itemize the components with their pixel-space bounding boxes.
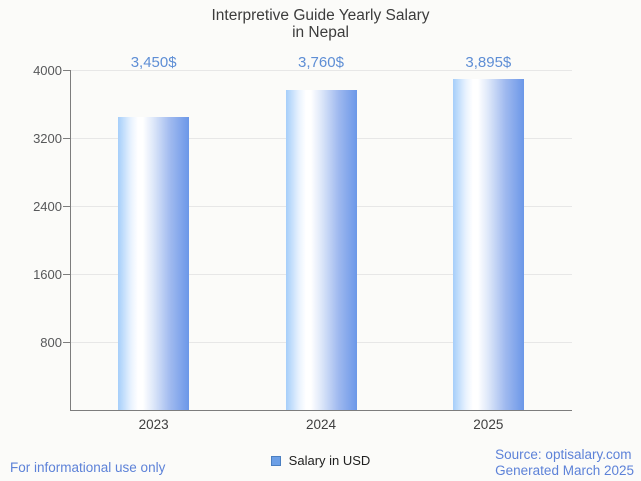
y-axis-tick xyxy=(63,342,70,343)
disclaimer-text: For informational use only xyxy=(10,460,166,475)
x-axis-line xyxy=(70,410,572,411)
x-axis-label: 2023 xyxy=(138,417,169,432)
y-axis-label: 1600 xyxy=(33,267,62,282)
y-axis-label: 3200 xyxy=(33,131,62,146)
generated-line: Generated March 2025 xyxy=(495,462,634,478)
x-axis-label: 2025 xyxy=(473,417,504,432)
legend-swatch-icon xyxy=(270,455,281,466)
chart-title-line2: in Nepal xyxy=(292,24,349,41)
source-note: Source: optisalary.com Generated March 2… xyxy=(495,447,634,478)
gridline xyxy=(70,70,572,71)
y-axis-tick xyxy=(63,70,70,71)
x-axis-label: 2024 xyxy=(305,417,337,432)
legend: Salary in USD xyxy=(0,453,641,468)
y-axis-label: 800 xyxy=(40,335,62,350)
bar-value-label: 3,895$ xyxy=(465,54,512,71)
bar-2024 xyxy=(285,90,357,410)
y-axis-tick xyxy=(63,274,70,275)
bar-2025 xyxy=(452,78,524,410)
y-axis-label: 4000 xyxy=(33,63,62,78)
source-link[interactable]: Source: optisalary.com xyxy=(495,447,632,462)
y-axis-tick xyxy=(63,206,70,207)
chart-title-line1: Interpretive Guide Yearly Salary xyxy=(211,7,430,24)
y-axis-label: 2400 xyxy=(33,199,62,214)
bar-2023 xyxy=(118,116,190,410)
y-axis-line xyxy=(70,70,71,411)
legend-label: Salary in USD xyxy=(288,453,371,468)
chart-title: Interpretive Guide Yearly Salary in Nepa… xyxy=(0,7,641,41)
y-axis-tick xyxy=(63,138,70,139)
bar-value-label: 3,760$ xyxy=(298,54,344,71)
bar-value-label: 3,450$ xyxy=(130,54,177,71)
